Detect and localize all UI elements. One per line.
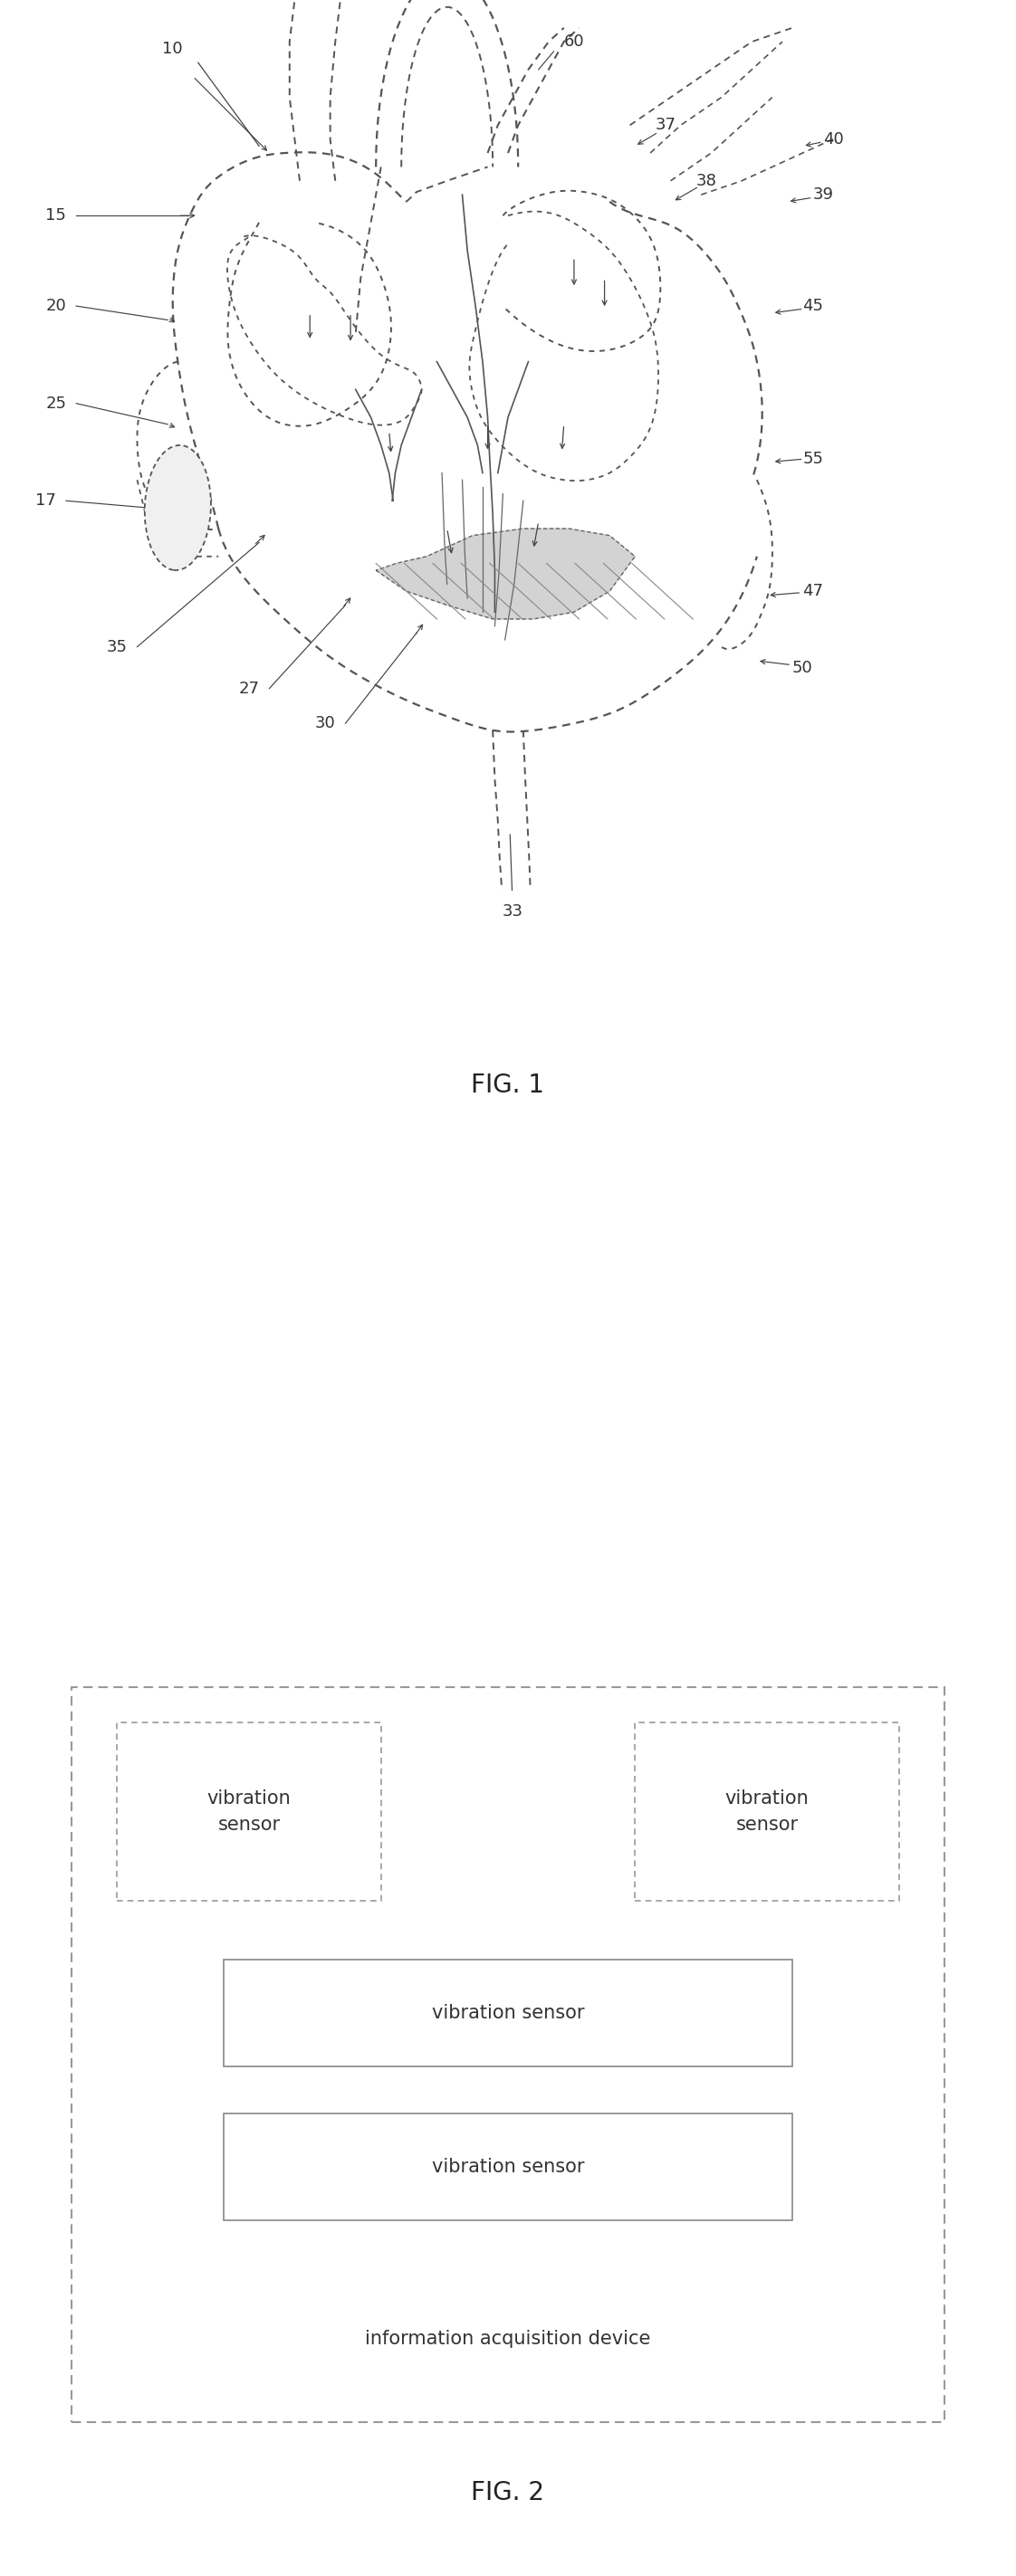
Text: 60: 60 bbox=[564, 33, 584, 49]
Text: 33: 33 bbox=[503, 904, 523, 920]
Text: information acquisition device: information acquisition device bbox=[365, 2329, 651, 2349]
Text: 20: 20 bbox=[46, 299, 66, 314]
Text: 27: 27 bbox=[239, 680, 259, 696]
Text: 50: 50 bbox=[792, 659, 813, 675]
Text: 40: 40 bbox=[823, 131, 843, 147]
Text: 15: 15 bbox=[46, 209, 66, 224]
Text: 38: 38 bbox=[696, 173, 716, 188]
Text: 25: 25 bbox=[46, 394, 66, 412]
Polygon shape bbox=[376, 528, 635, 618]
Ellipse shape bbox=[144, 446, 211, 569]
FancyBboxPatch shape bbox=[117, 1723, 381, 1901]
Text: 45: 45 bbox=[803, 299, 823, 314]
Text: vibration
sensor: vibration sensor bbox=[725, 1790, 809, 1834]
Text: 39: 39 bbox=[813, 185, 833, 204]
Text: 30: 30 bbox=[315, 716, 335, 732]
Text: vibration
sensor: vibration sensor bbox=[207, 1790, 291, 1834]
Text: 17: 17 bbox=[36, 492, 56, 510]
Text: 47: 47 bbox=[803, 582, 823, 600]
FancyBboxPatch shape bbox=[71, 1687, 945, 2421]
Text: FIG. 1: FIG. 1 bbox=[471, 1072, 545, 1097]
Text: FIG. 2: FIG. 2 bbox=[471, 2481, 545, 2506]
FancyBboxPatch shape bbox=[635, 1723, 899, 1901]
FancyBboxPatch shape bbox=[224, 2115, 792, 2221]
Text: vibration sensor: vibration sensor bbox=[432, 2004, 584, 2022]
Text: 55: 55 bbox=[803, 451, 823, 466]
FancyBboxPatch shape bbox=[224, 1960, 792, 2066]
Text: 37: 37 bbox=[655, 116, 676, 134]
Text: 35: 35 bbox=[107, 639, 127, 654]
Text: vibration sensor: vibration sensor bbox=[432, 2159, 584, 2177]
Text: 10: 10 bbox=[163, 41, 183, 57]
